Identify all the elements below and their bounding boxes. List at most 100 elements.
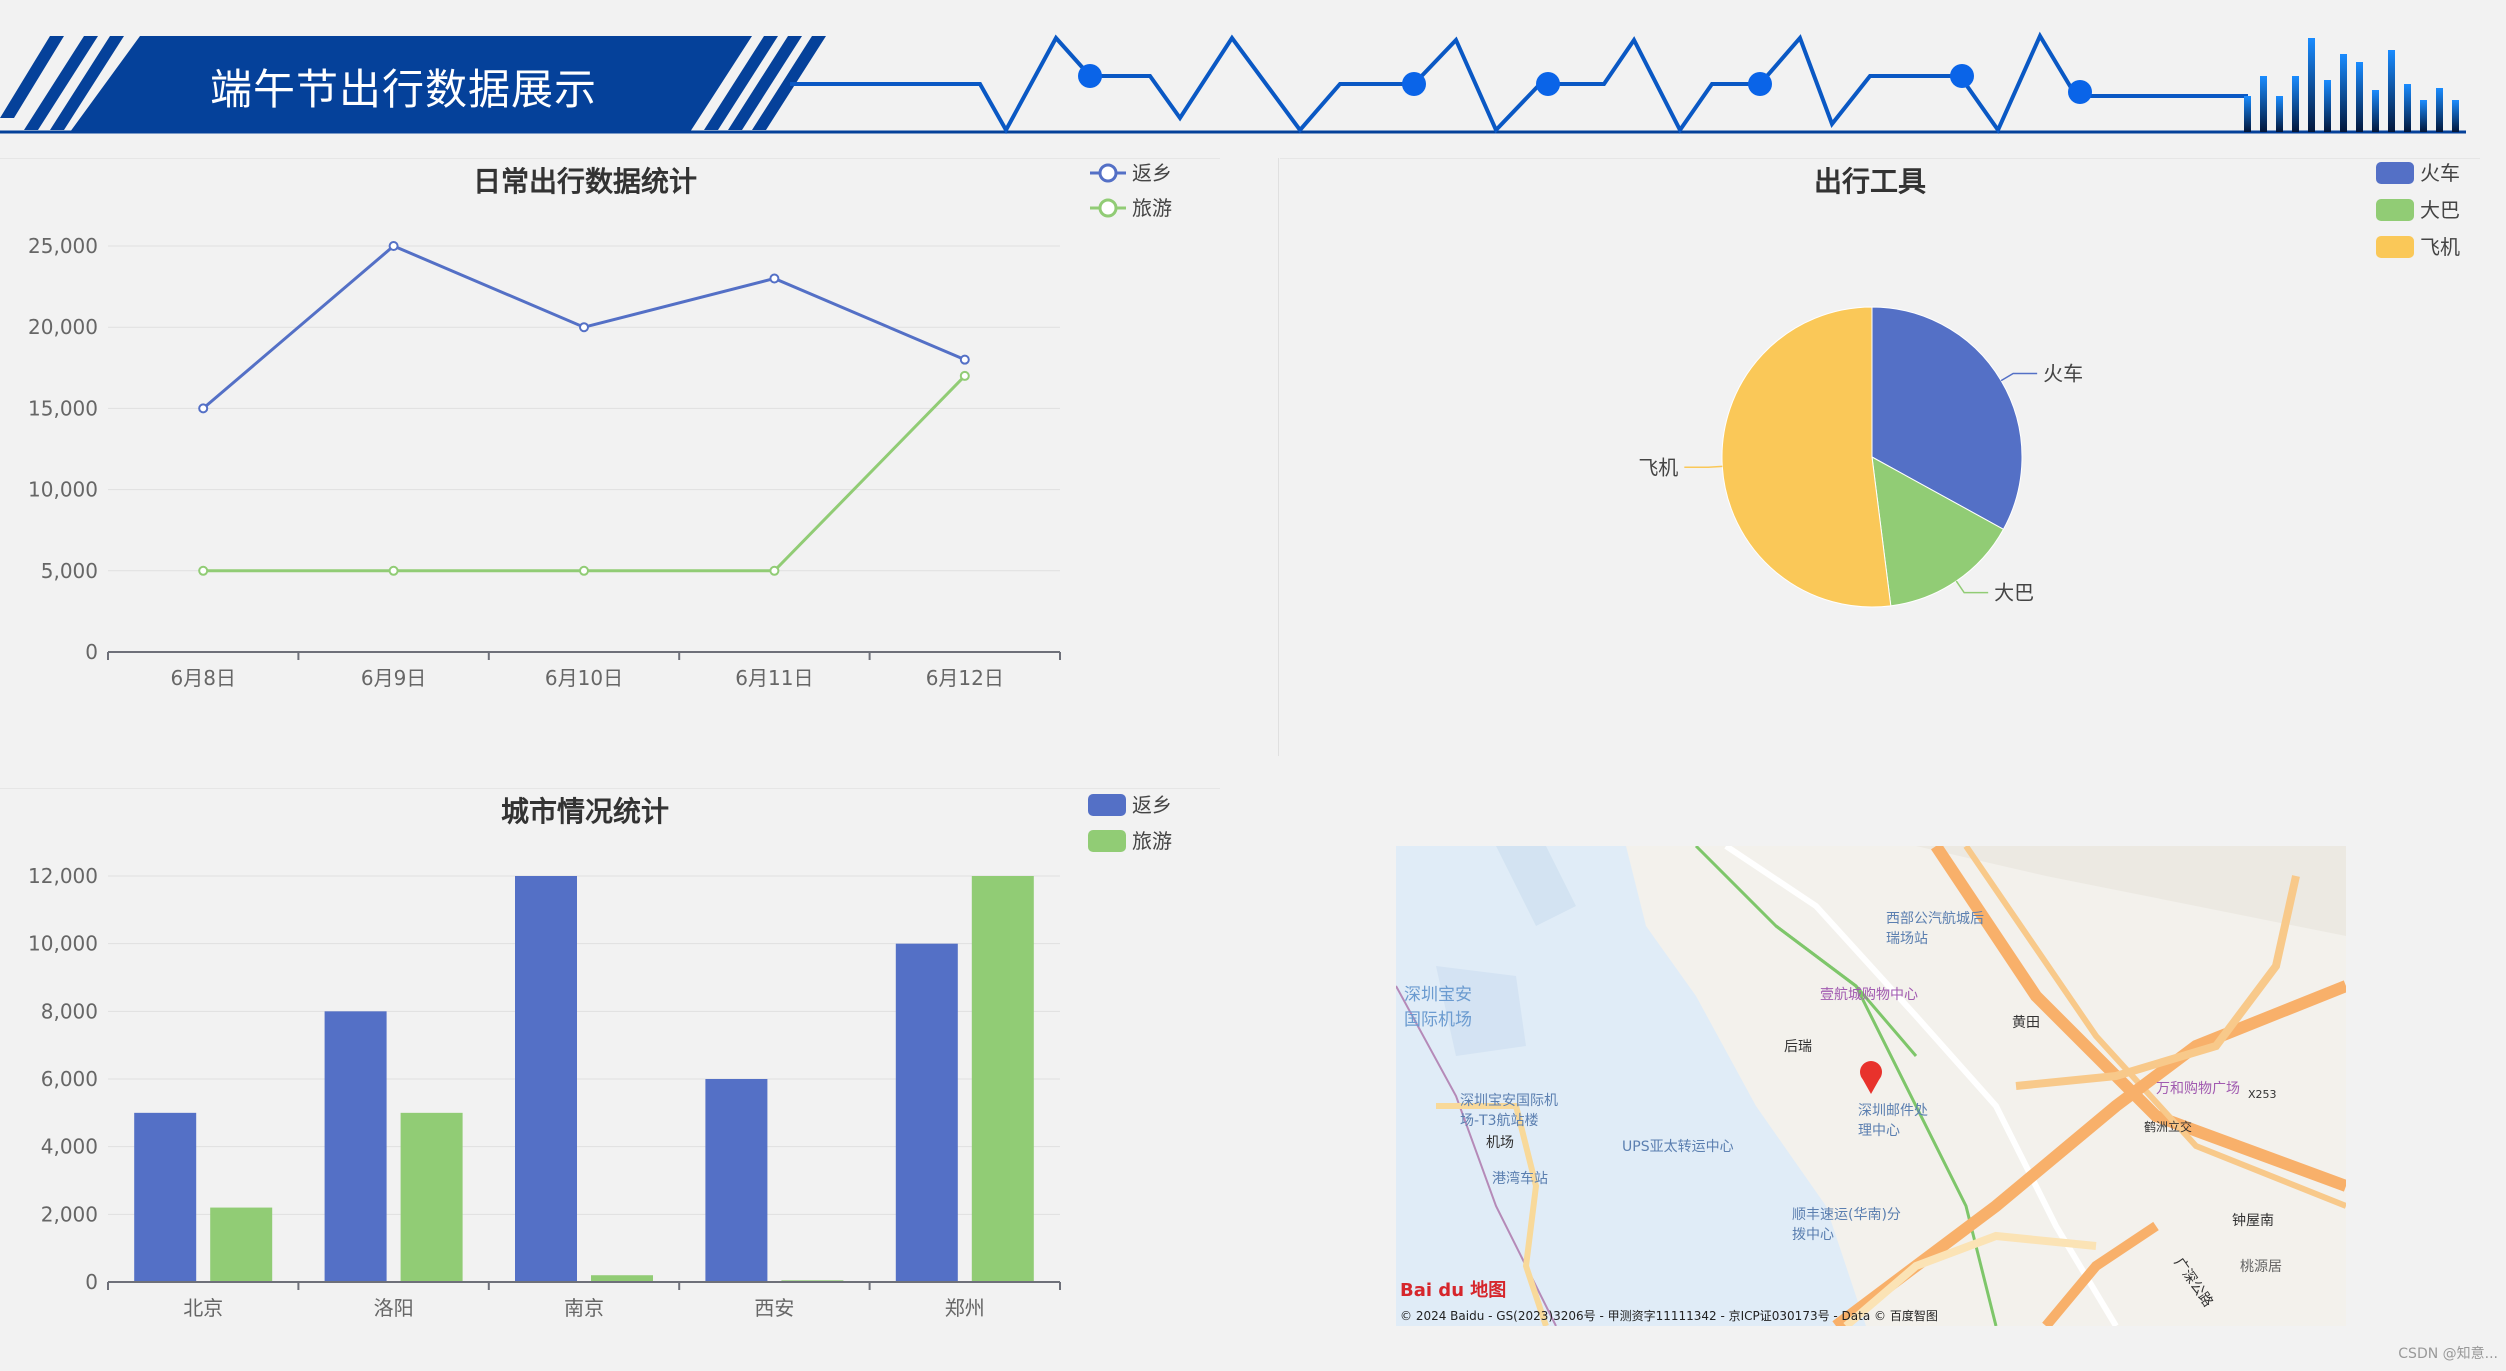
legend-swatch-icon xyxy=(2376,162,2414,184)
data-point xyxy=(769,565,780,576)
data-point xyxy=(579,565,589,576)
x-tick-label: 6月11日 xyxy=(735,666,813,690)
x-tick-label: 6月12日 xyxy=(926,666,1004,690)
pie-label: 飞机 xyxy=(1638,455,1678,479)
line-chart-title: 日常出行数据统计 xyxy=(472,165,697,198)
data-point xyxy=(959,354,970,365)
map-label: 深圳宝安国际机场 xyxy=(1404,985,1472,1030)
legend-label: 飞机 xyxy=(2420,235,2460,259)
y-tick-label: 20,000 xyxy=(28,315,98,339)
pie-chart-title: 出行工具 xyxy=(1813,165,1926,198)
legend-swatch-icon xyxy=(1088,794,1126,816)
baidu-map[interactable]: 深圳宝安国际机场 深圳宝安国际机场-T3航站楼 机场 港湾车站 后瑞 黄田 壹航… xyxy=(1396,846,2346,1326)
map-label: 机场 xyxy=(1486,1135,1514,1151)
legend-label: 返乡 xyxy=(1132,161,1172,185)
bar-返乡 xyxy=(515,876,577,1282)
map-label: 深圳邮件处理中心 xyxy=(1858,1103,1928,1139)
pie-label: 火车 xyxy=(2043,362,2083,386)
pie-slice-火车 xyxy=(1871,306,2023,530)
map-label: UPS亚太转运中心 xyxy=(1622,1139,1734,1155)
panel-divider xyxy=(0,158,1220,159)
bar-chart-title: 城市情况统计 xyxy=(500,795,669,828)
map-label: 黄田 xyxy=(2012,1015,2040,1031)
legend-line-icon xyxy=(1090,198,1126,218)
y-tick-label: 12,000 xyxy=(28,864,98,888)
x-tick-label: 西安 xyxy=(754,1296,794,1320)
bar-返乡 xyxy=(705,1079,768,1282)
legend-swatch-icon xyxy=(1088,830,1126,852)
data-point xyxy=(198,565,209,576)
data-point xyxy=(579,322,589,333)
pie-label-line xyxy=(1955,580,1989,594)
y-tick-label: 6,000 xyxy=(41,1067,98,1091)
y-tick-label: 25,000 xyxy=(28,234,98,258)
series-line-旅游 xyxy=(203,374,966,573)
map-canvas xyxy=(1396,846,2346,1326)
page-title: 端午节出行数据展示 xyxy=(210,65,598,114)
x-tick-label: 南京 xyxy=(564,1296,604,1320)
legend-label: 旅游 xyxy=(1132,829,1172,853)
bar-chart: 12,000 10,000 8,000 6,000 4,000 2,000 0 北京 洛阳 南京 西… xyxy=(28,864,1061,1320)
map-label: 西部公汽航城后瑞场站 xyxy=(1886,911,1984,947)
x-tick-label: 6月8日 xyxy=(170,666,235,690)
legend-label: 旅游 xyxy=(1132,196,1172,220)
pie-label: 大巴 xyxy=(1994,581,2034,605)
bar-返乡 xyxy=(895,943,958,1282)
baidu-logo: Bai du 地图 xyxy=(1400,1280,1507,1301)
map-label: 万和购物广场 xyxy=(2156,1081,2240,1097)
bar-旅游 xyxy=(591,1275,653,1282)
header-decoration xyxy=(0,31,2466,135)
x-tick-label: 6月9日 xyxy=(361,666,426,690)
bar-返乡 xyxy=(134,1112,197,1282)
pie-slice-飞机 xyxy=(1721,306,1892,608)
map-label: 顺丰速运(华南)分拨中心 xyxy=(1792,1207,1901,1243)
panel-divider xyxy=(0,788,1220,789)
y-tick-label: 0 xyxy=(85,640,98,664)
y-tick-label: 8,000 xyxy=(41,999,98,1023)
header-dot-icon xyxy=(1078,64,1102,88)
pie-label-line xyxy=(2000,372,2038,382)
y-tick-label: 10,000 xyxy=(28,478,98,502)
y-tick-label: 5,000 xyxy=(41,559,98,583)
y-tick-label: 10,000 xyxy=(28,932,98,956)
map-label: 港湾车站 xyxy=(1492,1171,1548,1187)
legend-label: 火车 xyxy=(2420,161,2460,185)
bar-旅游 xyxy=(210,1207,273,1282)
x-tick-label: 郑州 xyxy=(945,1296,985,1320)
header-banner: 端午节出行数据展示 xyxy=(0,0,2506,140)
y-tick-label: 4,000 xyxy=(41,1135,98,1159)
x-tick-label: 6月10日 xyxy=(545,666,623,690)
y-tick-label: 0 xyxy=(85,1270,98,1294)
y-tick-label: 15,000 xyxy=(28,396,98,420)
legend-swatch-icon xyxy=(2376,236,2414,258)
map-label: 鹤洲立交 xyxy=(2144,1120,2193,1134)
bar-旅游 xyxy=(400,1112,463,1282)
map-label: 壹航城购物中心 xyxy=(1820,987,1918,1003)
pie-slice-大巴 xyxy=(1871,456,2005,607)
x-tick-label: 洛阳 xyxy=(374,1296,414,1320)
panel-divider xyxy=(1280,158,2480,159)
data-point xyxy=(959,370,970,381)
legend-line-icon xyxy=(1090,163,1126,183)
legend-label: 返乡 xyxy=(1132,793,1172,817)
map-copyright: © 2024 Baidu - GS(2023)3206号 - 甲测资字11111… xyxy=(1400,1309,1938,1323)
map-label: 桃源居 xyxy=(2240,1259,2282,1275)
map-label: 钟屋南 xyxy=(2232,1213,2274,1229)
watermark: CSDN @知意... xyxy=(2398,1346,2498,1362)
panel-divider xyxy=(1278,158,1279,756)
data-point xyxy=(388,565,399,576)
map-label: 深圳宝安国际机场-T3航站楼 xyxy=(1460,1093,1558,1129)
data-point xyxy=(388,241,399,251)
map-label: X253 xyxy=(2248,1088,2277,1101)
data-point xyxy=(198,403,209,414)
pie-label-line xyxy=(1684,465,1723,469)
map-label: 后瑞 xyxy=(1784,1039,1812,1055)
line-chart: 25,000 20,000 15,000 10,000 5,000 0 6月8日 6月9日 6月… xyxy=(28,234,1061,690)
data-point xyxy=(769,273,780,284)
legend-label: 大巴 xyxy=(2420,198,2460,222)
legend-swatch-icon xyxy=(2376,199,2414,221)
x-tick-label: 北京 xyxy=(183,1296,223,1320)
bar-旅游 xyxy=(971,876,1034,1282)
y-tick-label: 2,000 xyxy=(41,1202,98,1226)
